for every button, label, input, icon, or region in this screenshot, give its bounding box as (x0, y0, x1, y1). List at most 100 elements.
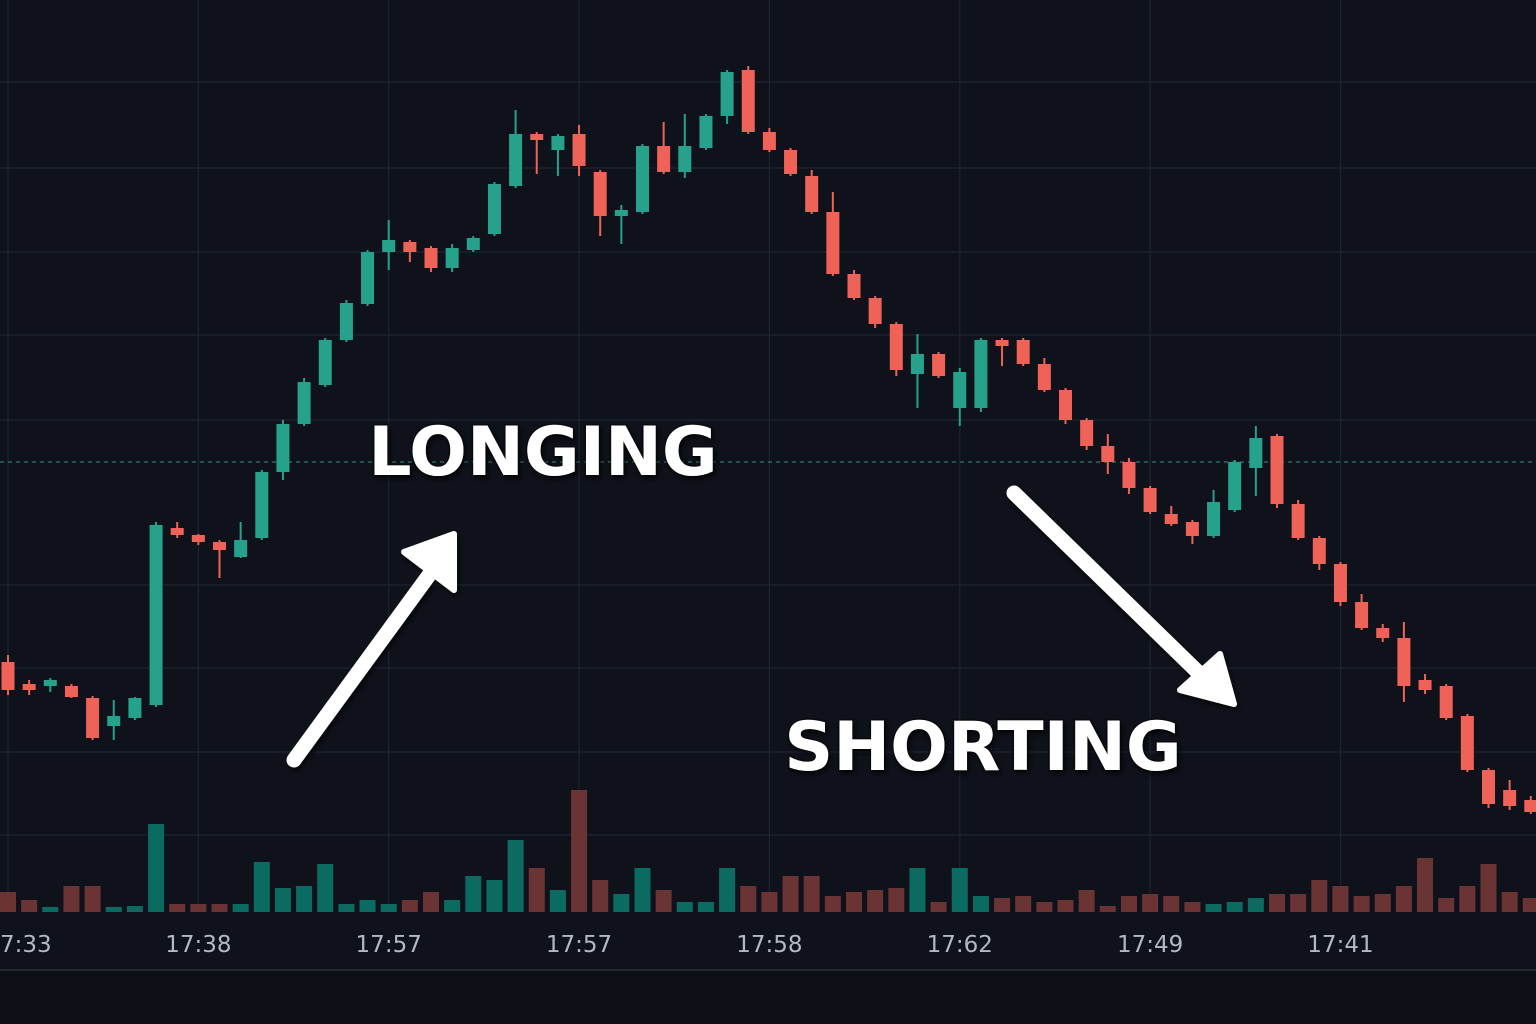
candle-body (910, 354, 924, 374)
candle-body (361, 252, 375, 304)
candle-body (1439, 686, 1453, 718)
candle-body (170, 528, 184, 535)
volume-bar (994, 898, 1011, 912)
candle-body (805, 176, 819, 212)
candle-body (889, 324, 903, 370)
candle-body (953, 372, 967, 408)
candle-body (995, 340, 1009, 346)
candle-body (466, 238, 480, 250)
candle-body (1312, 538, 1326, 564)
candle-body (1, 662, 15, 690)
candle-body (636, 146, 649, 212)
candle-body (551, 136, 565, 150)
volume-bar (549, 890, 566, 912)
footer (0, 971, 1536, 1024)
candle-body (847, 274, 861, 298)
volume-bar (486, 880, 503, 912)
volume-bar (274, 888, 291, 912)
candle-body (1080, 420, 1094, 446)
x-tick-label: 17:58 (736, 932, 802, 958)
volume-bar (169, 904, 186, 912)
candle-body (1185, 522, 1199, 536)
candle-body (1164, 514, 1178, 524)
candle-body (1249, 438, 1263, 468)
candle-body (1228, 462, 1242, 510)
x-tick-label: 17:41 (1307, 932, 1373, 958)
volume-bar (232, 904, 249, 912)
candle-body (191, 535, 205, 542)
volume-bar (190, 904, 207, 912)
volume-bar (1332, 886, 1349, 912)
volume-bar (634, 868, 651, 912)
up-arrow-head (401, 531, 457, 593)
volume-bar (824, 896, 841, 912)
volume-bar (528, 868, 545, 912)
volume-bar (359, 900, 376, 912)
volume-bar (803, 876, 820, 912)
volume-bar (42, 907, 59, 912)
volume-bar (423, 892, 439, 912)
annotation: LONGING (368, 413, 717, 492)
volume-bar (846, 892, 862, 912)
candle-body (593, 172, 607, 216)
down-arrow (1006, 485, 1214, 688)
volume-bar (1395, 886, 1412, 912)
candle-body (1291, 504, 1305, 538)
volume-bar (211, 904, 228, 912)
candle-body (339, 303, 353, 340)
down-arrow-head (1177, 651, 1237, 707)
x-tick-label: 17:62 (927, 932, 993, 958)
volume-bar (1078, 890, 1095, 912)
volume-bar (444, 900, 461, 912)
volume-bar (1142, 894, 1159, 912)
volume-bar (697, 902, 714, 912)
candle-body (762, 132, 776, 150)
volume-bar (1163, 896, 1180, 912)
candle-body (1460, 716, 1474, 770)
candle-body (720, 72, 734, 116)
candle-body (1397, 638, 1411, 686)
candle-body (213, 542, 226, 550)
candle-body (64, 686, 78, 697)
candle-body (424, 248, 438, 268)
candle-body (382, 240, 396, 252)
candle-body (403, 242, 417, 252)
candle-body (445, 248, 459, 268)
volume-bar (1184, 902, 1201, 912)
volume-bar (655, 890, 672, 912)
candle-body (974, 340, 988, 408)
volume-bar (1226, 902, 1243, 912)
volume-bar (1099, 906, 1116, 912)
volume-bar (1205, 904, 1222, 912)
volume-bar (126, 906, 143, 912)
volume-bar (951, 868, 968, 912)
annotation: SHORTING (784, 708, 1181, 787)
volume-bar (84, 886, 101, 912)
x-tick-label: 17:57 (546, 932, 612, 958)
candle-body (932, 354, 946, 376)
volume-bar (1501, 892, 1518, 912)
candle-body (1503, 790, 1517, 806)
time-axis (0, 912, 1536, 970)
candle-body (868, 298, 882, 324)
candle-body (1101, 446, 1115, 462)
candle-body (1376, 628, 1390, 638)
volume-bar (0, 892, 16, 912)
volume-bar (1417, 858, 1434, 912)
candle-body (657, 146, 671, 172)
candle-body (128, 698, 142, 718)
candle-body (487, 184, 501, 234)
candle-body (530, 134, 544, 140)
volume-bar (888, 888, 905, 912)
candle-body (741, 70, 755, 132)
volume-bar (1015, 896, 1032, 912)
candle-body (678, 146, 692, 172)
volume-bar (338, 904, 355, 912)
candle-body (1355, 602, 1369, 628)
candle-body (1524, 800, 1536, 812)
volume-bar (719, 868, 736, 912)
volume-bar (1459, 886, 1476, 912)
candle-body (1037, 364, 1051, 390)
candle-body (276, 424, 290, 472)
